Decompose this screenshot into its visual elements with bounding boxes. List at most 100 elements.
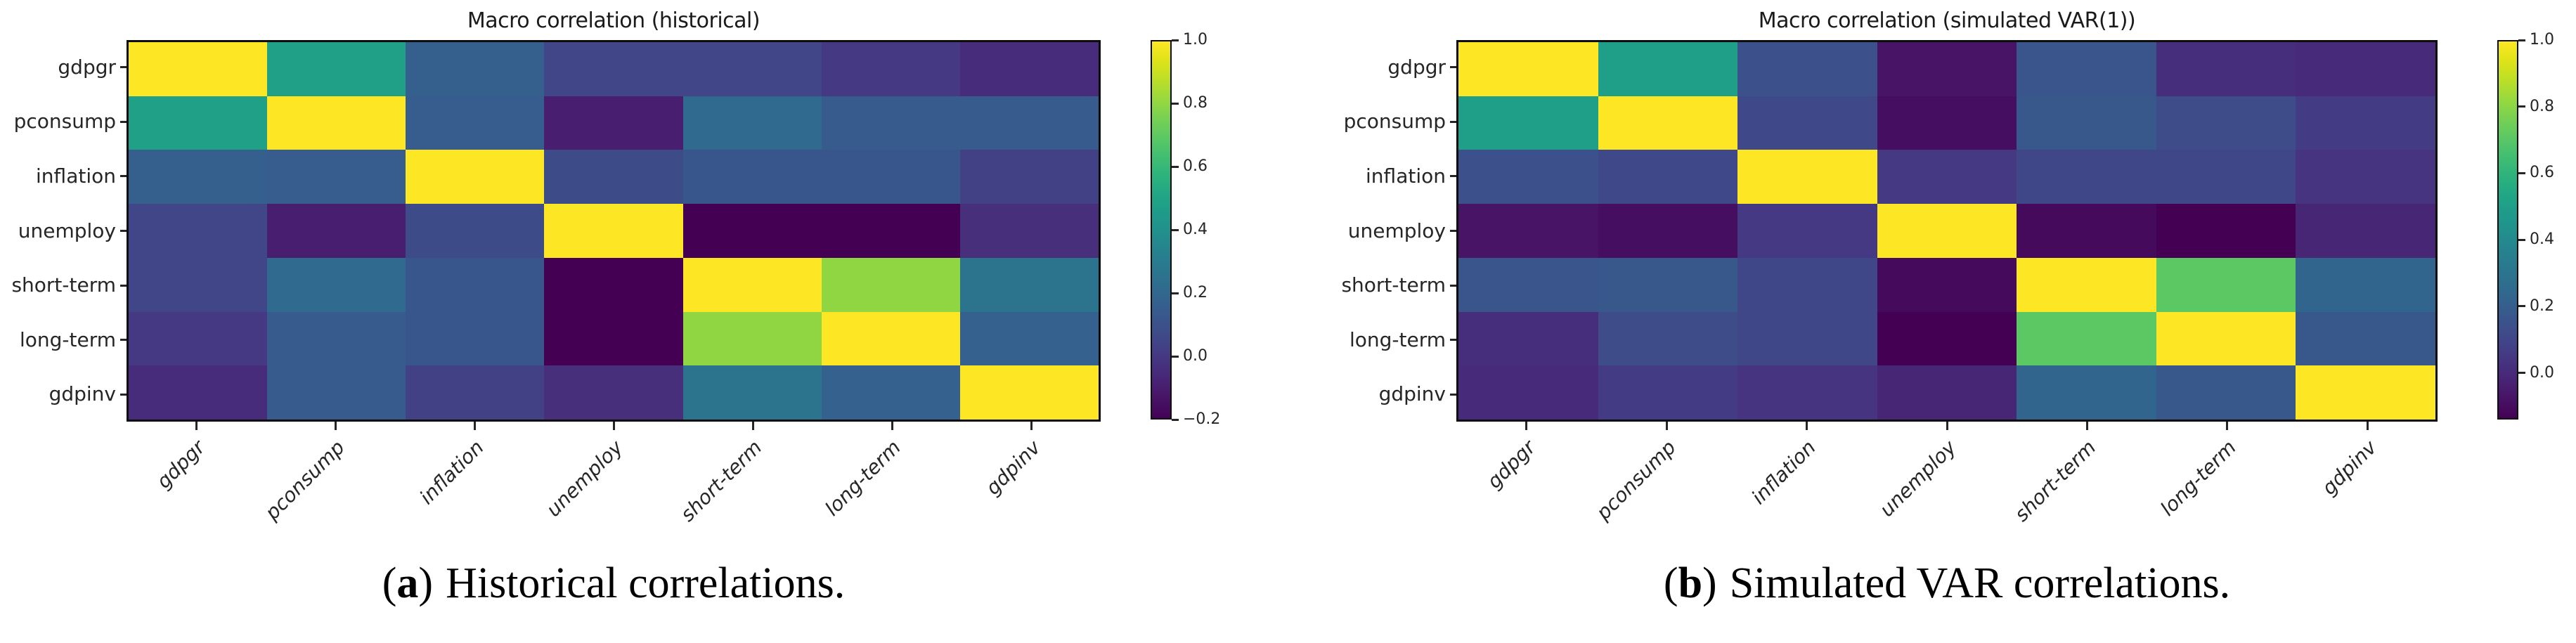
panel-a-caption: (a) Historical correlations. bbox=[127, 559, 1101, 609]
y-tick-label: pconsump bbox=[13, 110, 116, 134]
heatmap-cell bbox=[2156, 150, 2296, 204]
y-tick-label: short-term bbox=[1341, 273, 1446, 297]
colorbar-tick-label: 0.0 bbox=[1183, 347, 1208, 365]
heatmap-cell bbox=[682, 150, 822, 204]
heatmap-cell bbox=[2156, 96, 2296, 150]
panel-a-colorbar bbox=[1151, 40, 1172, 420]
y-tick-label: long-term bbox=[19, 327, 116, 351]
heatmap-cell bbox=[821, 365, 960, 420]
x-tick-mark bbox=[2226, 422, 2229, 430]
y-tick-mark bbox=[1450, 175, 1456, 178]
heatmap-cell bbox=[1598, 96, 1738, 150]
heatmap-cell bbox=[821, 150, 960, 204]
heatmap-cell bbox=[129, 42, 268, 96]
panel-b-title: Macro correlation (simulated VAR(1)) bbox=[1758, 8, 2136, 33]
x-tick-mark bbox=[2366, 422, 2369, 430]
heatmap-cell bbox=[1737, 96, 1877, 150]
heatmap-cell bbox=[2296, 257, 2435, 312]
heatmap-cell bbox=[1737, 42, 1877, 96]
y-tick-mark bbox=[120, 175, 127, 178]
colorbar-tick-label: 0.6 bbox=[1183, 157, 1208, 175]
x-tick-mark bbox=[1525, 422, 1528, 430]
x-tick-mark bbox=[891, 422, 893, 430]
heatmap-cell bbox=[2156, 42, 2296, 96]
heatmap-cell bbox=[406, 150, 545, 204]
x-tick-mark bbox=[2085, 422, 2088, 430]
heatmap-cell bbox=[821, 204, 960, 258]
x-tick-mark bbox=[473, 422, 476, 430]
x-tick-mark bbox=[334, 422, 337, 430]
y-tick-label: gdpinv bbox=[1378, 382, 1446, 406]
colorbar-tick-label: −0.2 bbox=[1183, 410, 1221, 428]
heatmap-cell bbox=[129, 257, 268, 312]
y-tick-mark bbox=[120, 230, 127, 232]
heatmap-cell bbox=[2156, 311, 2296, 366]
colorbar-tick-mark bbox=[1172, 102, 1179, 105]
heatmap-cell bbox=[129, 96, 268, 150]
colorbar-tick-mark bbox=[1172, 39, 1179, 41]
heatmap-cell bbox=[129, 365, 268, 420]
caption-a-open-paren: ( bbox=[382, 559, 397, 607]
colorbar-tick-label: 0.0 bbox=[2530, 363, 2554, 382]
heatmap-cell bbox=[2017, 96, 2156, 150]
heatmap-cell bbox=[821, 257, 960, 312]
heatmap-cell bbox=[267, 365, 406, 420]
heatmap-cell bbox=[406, 365, 545, 420]
colorbar-tick-label: 0.2 bbox=[2530, 297, 2554, 315]
heatmap-cell bbox=[2296, 42, 2435, 96]
heatmap-cell bbox=[682, 257, 822, 312]
colorbar-tick-mark bbox=[1172, 418, 1179, 421]
colorbar-tick-label: 0.6 bbox=[2530, 164, 2554, 182]
heatmap-cell bbox=[959, 150, 1099, 204]
panel-b-heatmap bbox=[1456, 40, 2438, 422]
heatmap-cell bbox=[821, 42, 960, 96]
y-tick-label: long-term bbox=[1349, 327, 1446, 351]
x-tick-mark bbox=[1946, 422, 1948, 430]
heatmap-cell bbox=[1737, 365, 1877, 420]
y-tick-mark bbox=[1450, 284, 1456, 287]
x-tick-mark bbox=[195, 422, 198, 430]
y-tick-label: unemploy bbox=[1347, 219, 1446, 242]
heatmap-cell bbox=[267, 96, 406, 150]
y-tick-mark bbox=[1450, 230, 1456, 232]
heatmap-cell bbox=[1877, 150, 2017, 204]
heatmap-cell bbox=[544, 96, 683, 150]
heatmap-cell bbox=[544, 365, 683, 420]
heatmap-cell bbox=[544, 150, 683, 204]
heatmap-cell bbox=[2296, 311, 2435, 366]
heatmap-cell bbox=[129, 204, 268, 258]
y-tick-mark bbox=[1450, 66, 1456, 69]
x-tick-mark bbox=[1665, 422, 1668, 430]
heatmap-cell bbox=[129, 150, 268, 204]
heatmap-cell bbox=[2017, 150, 2156, 204]
colorbar-tick-mark bbox=[2518, 372, 2525, 375]
heatmap-cell bbox=[1598, 42, 1738, 96]
heatmap-cell bbox=[544, 257, 683, 312]
caption-a-text: Historical correlations. bbox=[446, 559, 846, 607]
heatmap-cell bbox=[682, 42, 822, 96]
colorbar-tick-label: 1.0 bbox=[2530, 31, 2554, 48]
heatmap-cell bbox=[2017, 365, 2156, 420]
colorbar-tick-mark bbox=[2518, 171, 2525, 174]
colorbar-tick-mark bbox=[2518, 105, 2525, 108]
colorbar-tick-mark bbox=[2518, 305, 2525, 308]
heatmap-cell bbox=[1737, 150, 1877, 204]
caption-b-text: Simulated VAR correlations. bbox=[1729, 559, 2231, 607]
heatmap-cell bbox=[959, 311, 1099, 366]
y-tick-label: inflation bbox=[36, 164, 116, 188]
heatmap-cell bbox=[682, 96, 822, 150]
y-tick-mark bbox=[120, 339, 127, 342]
heatmap-cell bbox=[406, 257, 545, 312]
heatmap-cell bbox=[1458, 42, 1598, 96]
heatmap-cell bbox=[1458, 365, 1598, 420]
colorbar-tick-mark bbox=[2518, 39, 2525, 41]
heatmap-cell bbox=[544, 42, 683, 96]
colorbar-tick-mark bbox=[2518, 238, 2525, 241]
heatmap-cell bbox=[1598, 204, 1738, 258]
heatmap-cell bbox=[1877, 42, 2017, 96]
heatmap-cell bbox=[959, 42, 1099, 96]
heatmap-cell bbox=[2296, 96, 2435, 150]
y-tick-mark bbox=[1450, 339, 1456, 342]
panel-a-heatmap bbox=[127, 40, 1101, 422]
